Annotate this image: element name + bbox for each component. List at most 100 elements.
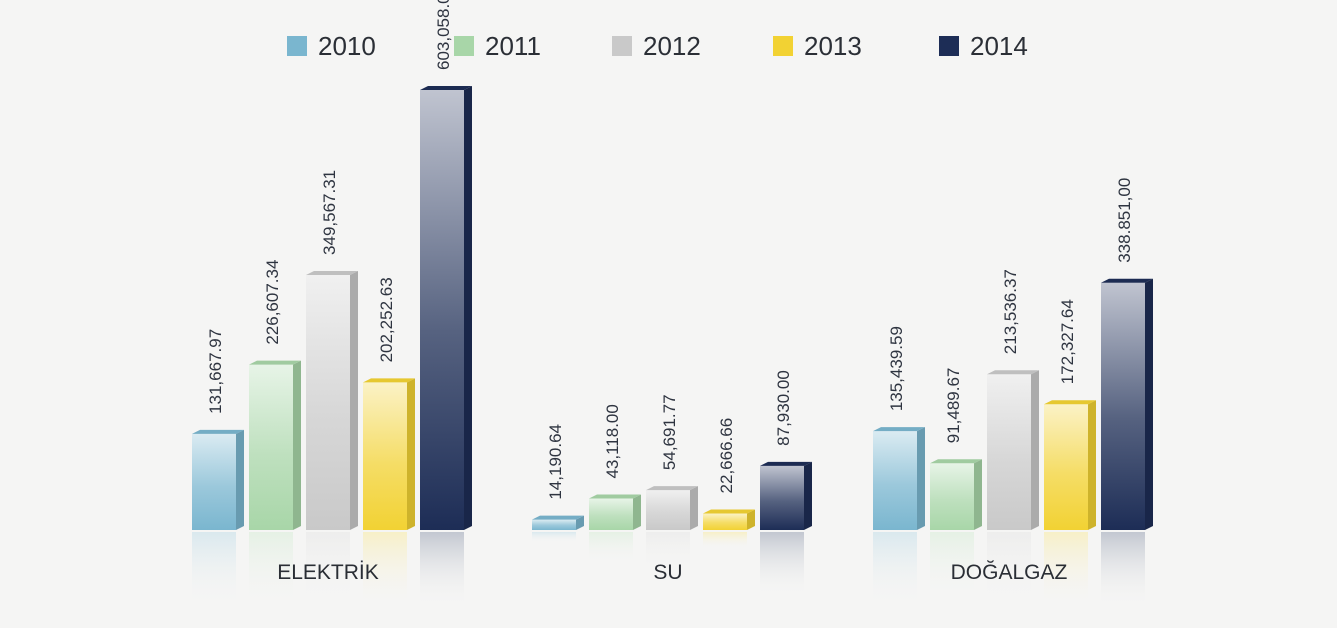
bar-front (589, 498, 633, 530)
value-label: 213,536.37 (1001, 269, 1020, 354)
category-label: ELEKTRİK (277, 561, 379, 584)
bar-top (589, 494, 641, 499)
bar-side (633, 494, 641, 530)
bar-2011-3 (930, 459, 982, 530)
bar-reflection (987, 532, 1031, 607)
value-label: 202,252.63 (377, 277, 396, 362)
bar-front (987, 374, 1031, 530)
bar-top (249, 360, 301, 365)
bar-side (576, 515, 584, 530)
legend-label: 2014 (970, 31, 1028, 61)
bar-2013-3 (1044, 400, 1096, 530)
bar-front (532, 519, 576, 530)
bar-top (987, 370, 1039, 375)
bar-top (306, 270, 358, 275)
legend-swatch (454, 36, 474, 56)
bar-2013-2 (703, 509, 755, 530)
bar-side (747, 509, 755, 530)
bar-top (930, 459, 982, 464)
bar-top (1101, 278, 1153, 283)
bar-top (703, 509, 755, 514)
legend-label: 2012 (643, 31, 701, 61)
bar-2014-1 (420, 86, 472, 530)
value-label: 135,439.59 (887, 326, 906, 411)
value-label: 87,930.00 (774, 370, 793, 446)
bar-front (1101, 282, 1145, 530)
bar-reflection (420, 532, 464, 607)
bar-front (930, 463, 974, 530)
bar-side (350, 270, 358, 530)
bar-front (249, 364, 293, 530)
value-label: 131,667.97 (206, 329, 225, 414)
value-label: 91,489.67 (944, 368, 963, 444)
value-label: 14,190.64 (546, 424, 565, 500)
value-label: 172,327.64 (1058, 299, 1077, 384)
bar-top (363, 378, 415, 383)
legend: 2010 2011 2012 2013 2014 (287, 31, 1028, 61)
bar-reflection (873, 532, 917, 607)
bar-side (917, 427, 925, 530)
bar-2013-1 (363, 378, 415, 530)
bar-top (1044, 400, 1096, 405)
bar-front (873, 431, 917, 530)
legend-item-2012: 2012 (612, 31, 701, 61)
legend-label: 2013 (804, 31, 862, 61)
bar-2010-3 (873, 427, 925, 530)
bar-reflection (646, 532, 690, 572)
value-label: 349,567.31 (320, 170, 339, 255)
value-label: 603,058.00 (434, 0, 453, 70)
category-labels: ELEKTRİK SU DOĞALGAZ (277, 561, 1067, 584)
value-label: 43,118.00 (603, 404, 622, 478)
bar-reflection (532, 532, 576, 543)
bar-reflection (306, 532, 350, 607)
bar-top (192, 429, 244, 434)
bar-side (1145, 278, 1153, 530)
bar-side (804, 461, 812, 530)
bar-front (363, 382, 407, 530)
value-label: 338.851,00 (1115, 178, 1134, 263)
bar-side (464, 86, 472, 530)
bar-reflection (760, 532, 804, 597)
bar-reflection (192, 532, 236, 607)
legend-swatch (939, 36, 959, 56)
legend-swatch (612, 36, 632, 56)
bar-front (703, 513, 747, 530)
bar-2014-2 (760, 461, 812, 530)
bar-reflection (363, 532, 407, 607)
bar-side (690, 486, 698, 530)
bar-reflection (249, 532, 293, 607)
bar-top (646, 486, 698, 491)
bar-2012-1 (306, 270, 358, 530)
bar-side (1031, 370, 1039, 530)
bar-reflection (1101, 532, 1145, 607)
bar-front (760, 465, 804, 530)
bar-2011-2 (589, 494, 641, 530)
bar-reflection (1044, 532, 1088, 607)
bar-front (420, 90, 464, 530)
bar-front (1044, 404, 1088, 530)
legend-item-2011: 2011 (454, 31, 541, 61)
bar-top (420, 86, 472, 90)
bar-2014-3 (1101, 278, 1153, 530)
category-label: SU (653, 561, 682, 584)
bars (192, 86, 1153, 530)
legend-label: 2011 (485, 31, 541, 61)
bar-2011-1 (249, 360, 301, 530)
bar-side (407, 378, 415, 530)
bar-2010-2 (532, 515, 584, 530)
legend-item-2014: 2014 (939, 31, 1028, 61)
bar-side (974, 459, 982, 530)
bar-side (1088, 400, 1096, 530)
bar-reflection (589, 532, 633, 564)
reflections (192, 532, 1145, 607)
legend-label: 2010 (318, 31, 376, 61)
bar-reflection (930, 532, 974, 599)
legend-item-2013: 2013 (773, 31, 862, 61)
legend-swatch (287, 36, 307, 56)
bar-front (192, 433, 236, 530)
bar-top (760, 461, 812, 466)
value-label: 54,691.77 (660, 394, 679, 470)
legend-item-2010: 2010 (287, 31, 376, 61)
